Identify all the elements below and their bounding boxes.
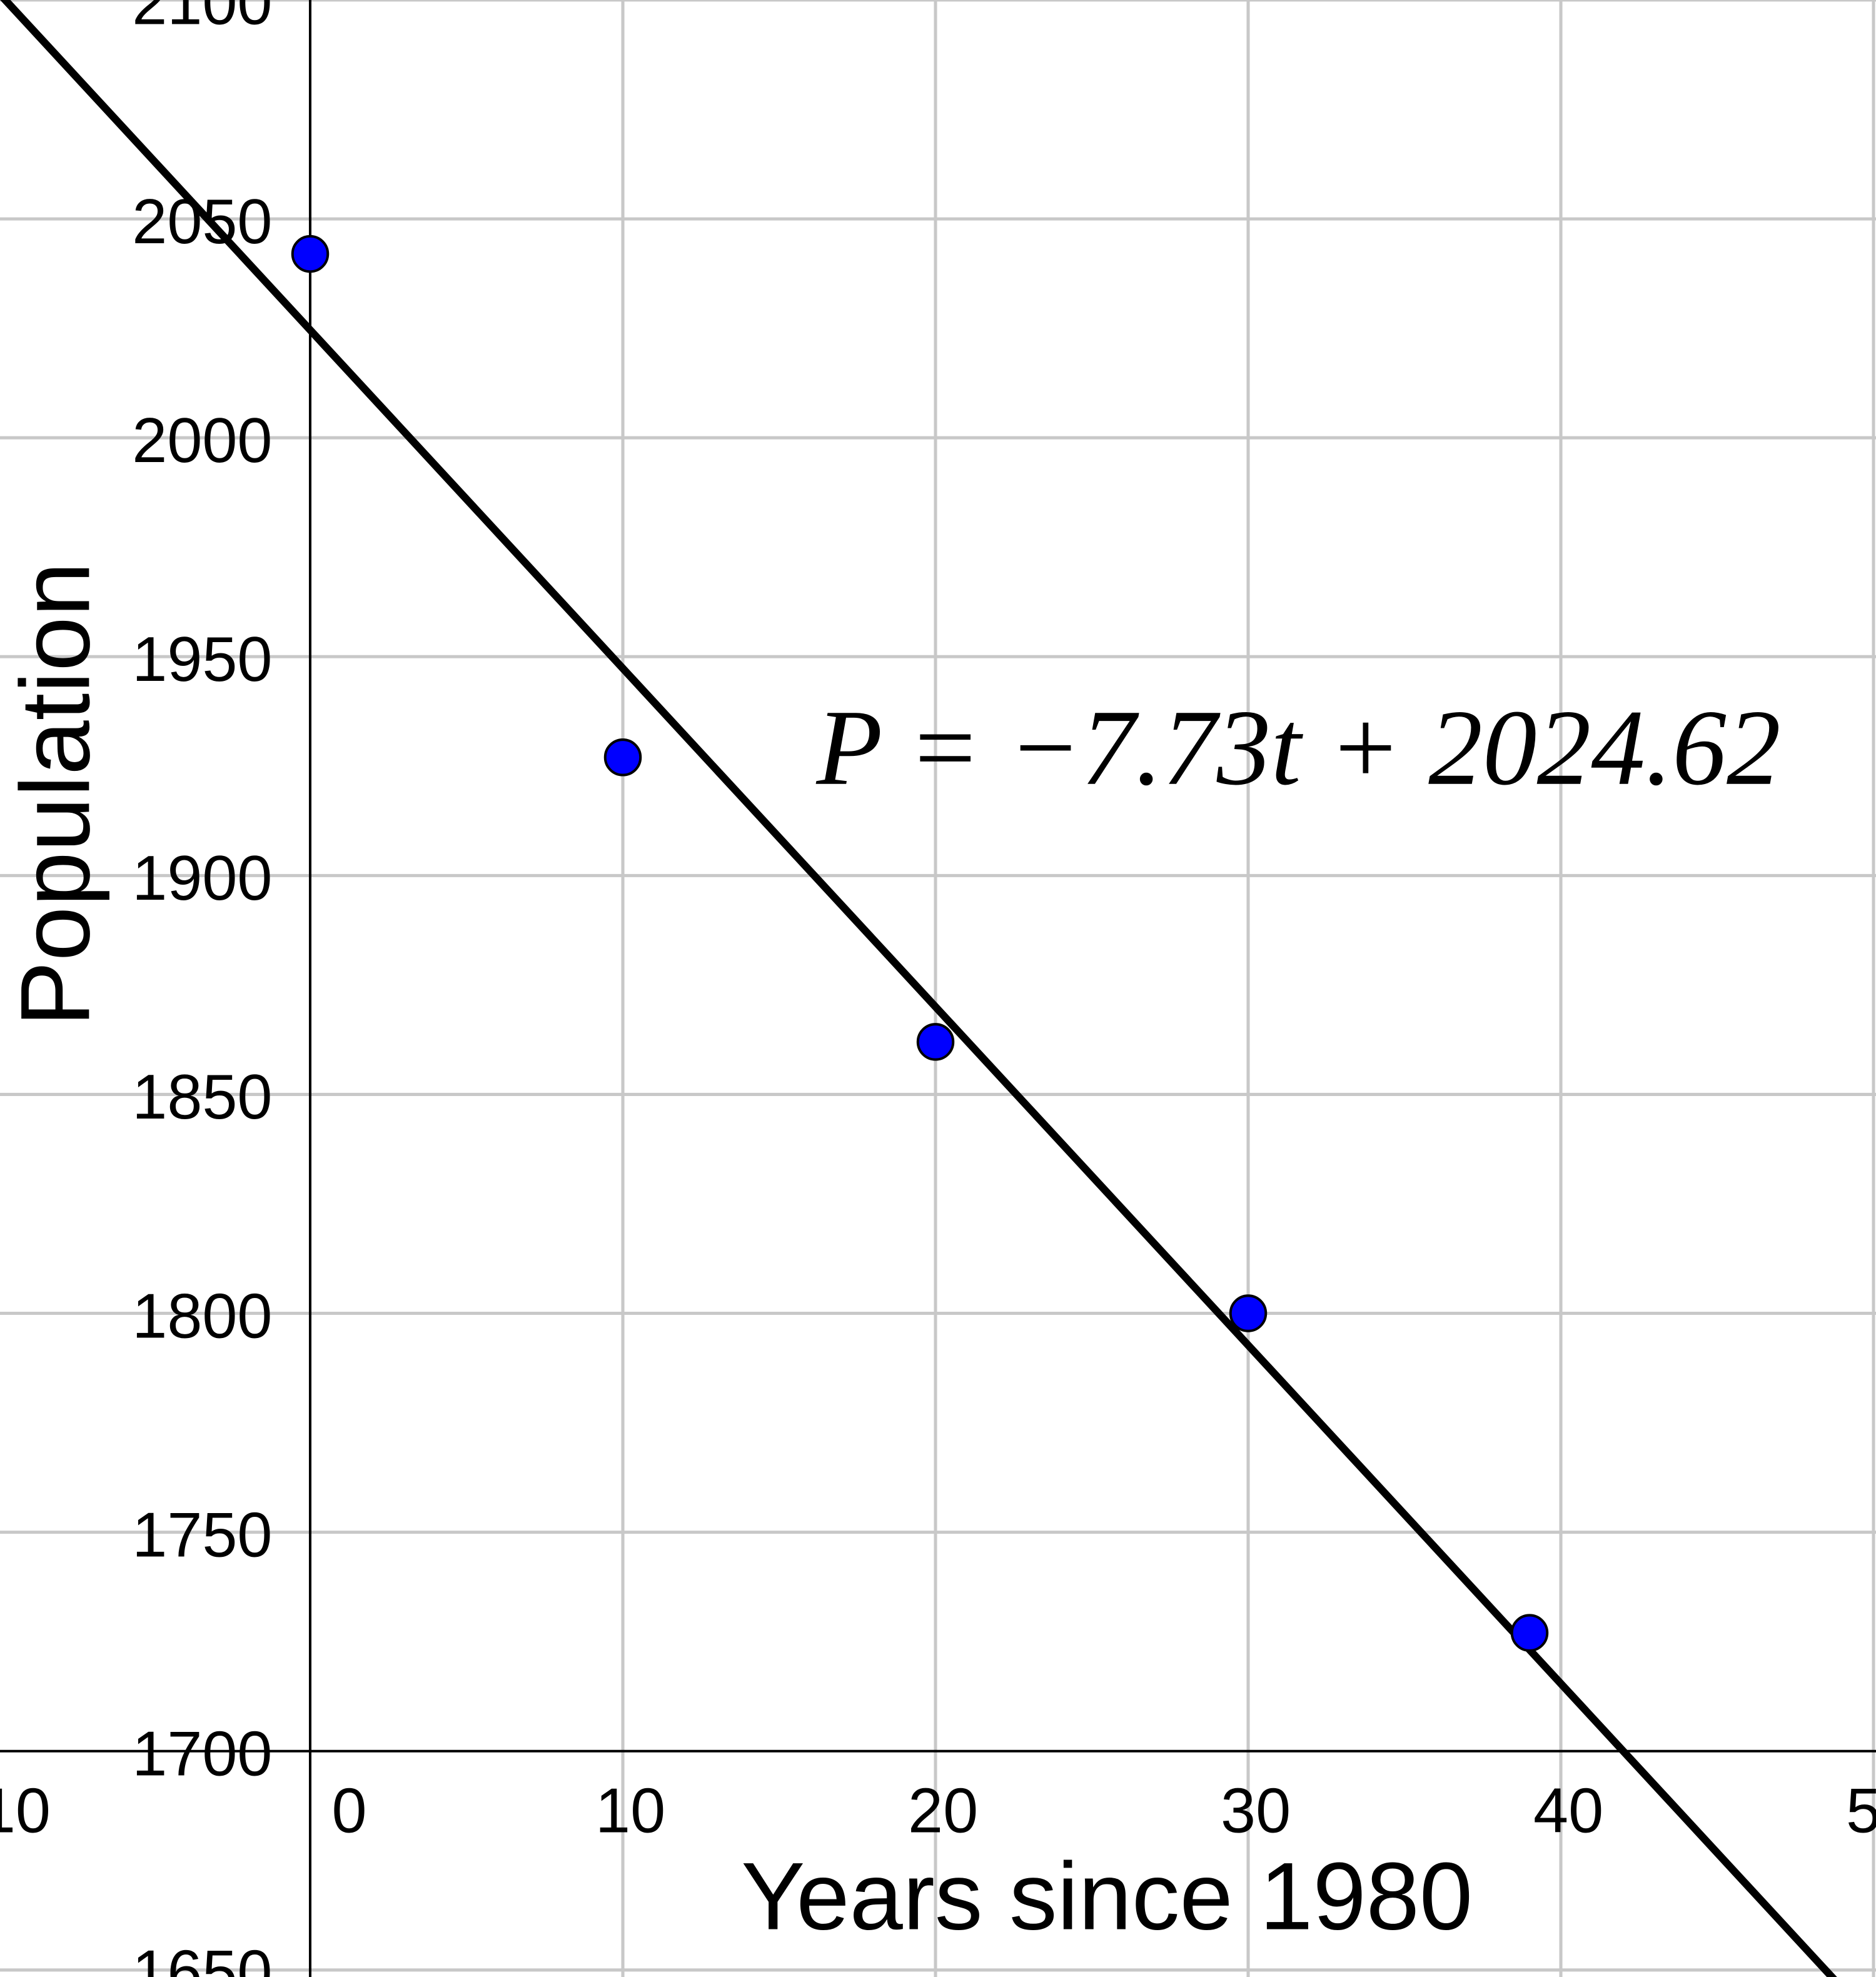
data-point: [1510, 1614, 1549, 1652]
data-point: [1229, 1294, 1268, 1332]
data-point: [291, 234, 330, 273]
y-tick-label: 2000: [132, 406, 272, 476]
y-tick-label: 1900: [132, 843, 272, 913]
x-tick-label: -10: [0, 1776, 51, 1846]
y-tick-label: 2100: [132, 0, 272, 38]
x-tick-label: 20: [908, 1776, 978, 1846]
y-tick-label: 1750: [132, 1500, 272, 1570]
equation-annotation: P = −7.73t + 2024.62: [816, 687, 1781, 808]
x-tick-label: 0: [331, 1776, 366, 1846]
x-tick-label: 50: [1846, 1776, 1876, 1846]
y-tick-label: 1950: [132, 625, 272, 695]
y-tick-label: 1700: [132, 1719, 272, 1789]
y-tick-label: 1800: [132, 1281, 272, 1351]
data-point: [916, 1023, 955, 1061]
x-tick-label: 30: [1221, 1776, 1291, 1846]
y-axis-label: Population: [1, 562, 110, 1027]
data-point: [603, 738, 642, 777]
y-tick-label: 2050: [132, 187, 272, 257]
y-tick-label: 1850: [132, 1062, 272, 1132]
x-axis-label: Years since 1980: [741, 1843, 1473, 1950]
x-tick-label: 40: [1533, 1776, 1603, 1846]
y-tick-label: 1650: [132, 1938, 272, 1977]
x-tick-label: 10: [595, 1776, 665, 1846]
